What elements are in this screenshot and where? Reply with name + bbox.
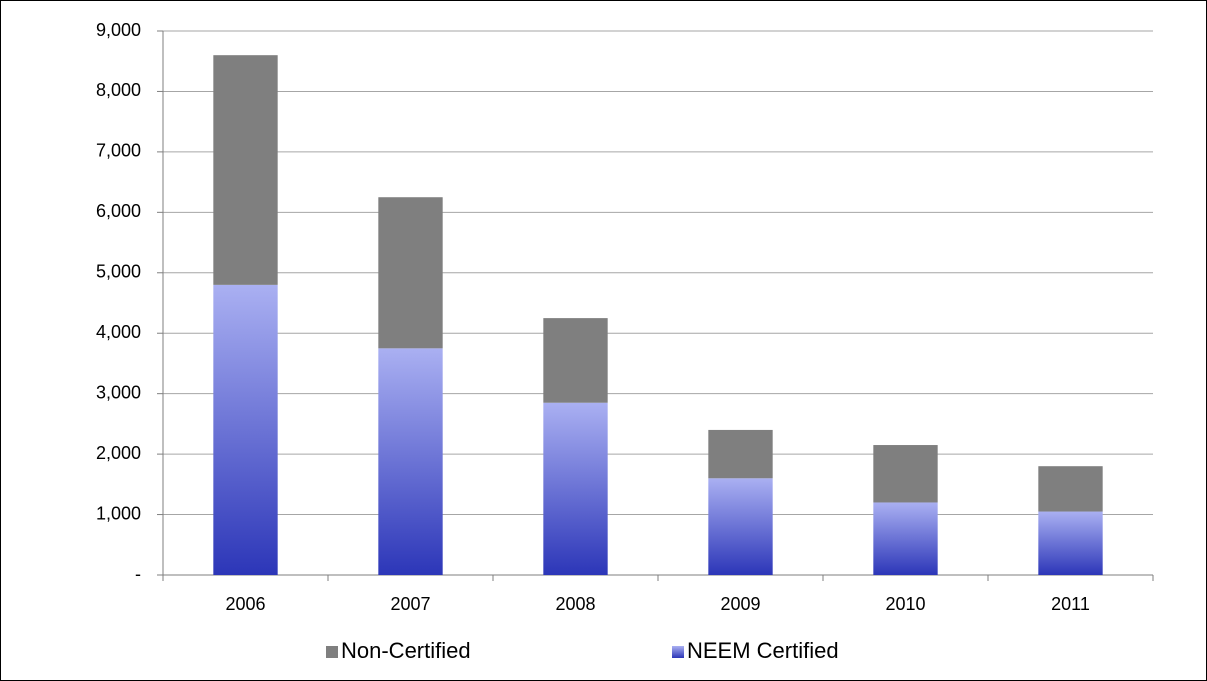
bar-segment (873, 445, 938, 503)
y-tick-label: 8,000 (96, 80, 141, 100)
x-tick-label: 2007 (390, 594, 430, 614)
legend-label: Non-Certified (341, 638, 471, 663)
y-tick-label: 9,000 (96, 20, 141, 40)
bar-segment (543, 402, 608, 575)
x-tick-label: 2011 (1051, 594, 1090, 614)
y-tick-label: 4,000 (96, 322, 141, 342)
legend-swatch (672, 646, 684, 658)
bar-segment (378, 348, 443, 575)
y-tick-label: 6,000 (96, 201, 141, 221)
bar-segment (543, 318, 608, 403)
y-tick-label: 5,000 (96, 262, 141, 282)
bar-segment (1038, 466, 1103, 512)
y-tick-label: - (135, 564, 141, 584)
bar-segment (708, 429, 773, 479)
legend-label: NEEM Certified (687, 638, 839, 663)
x-tick-label: 2008 (555, 594, 595, 614)
bar-segment (213, 55, 278, 285)
bar-segment (1038, 511, 1103, 575)
bar-segment (873, 502, 938, 575)
bar-segment (708, 478, 773, 575)
y-tick-label: 1,000 (96, 503, 141, 523)
x-tick-label: 2009 (720, 594, 760, 614)
y-tick-label: 3,000 (96, 382, 141, 402)
x-tick-label: 2006 (225, 594, 265, 614)
bar-segment (378, 197, 443, 349)
legend-swatch (326, 646, 338, 658)
x-tick-label: 2010 (885, 594, 925, 614)
bar-segment (213, 284, 278, 575)
y-tick-label: 2,000 (96, 443, 141, 463)
y-tick-label: 7,000 (96, 141, 141, 161)
